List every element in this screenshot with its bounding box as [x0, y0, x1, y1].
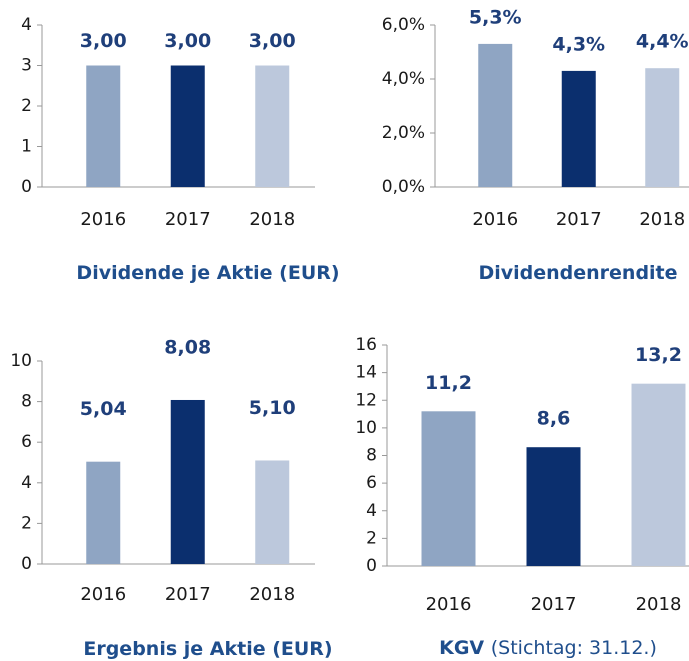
bar — [478, 43, 513, 188]
x-tick-label: 2017 — [531, 594, 577, 615]
x-tick-label: 2016 — [426, 594, 472, 615]
y-tick-label: 4 — [21, 15, 32, 35]
value-label: 3,00 — [80, 30, 127, 52]
value-label: 5,10 — [249, 397, 296, 419]
bar — [421, 411, 476, 566]
value-label: 3,00 — [164, 30, 211, 52]
y-tick-label: 1 — [21, 137, 32, 157]
value-label: 4,4% — [636, 31, 689, 53]
y-tick-label: 12 — [355, 390, 377, 410]
x-tick-label: 2018 — [249, 209, 295, 230]
bar — [170, 399, 205, 564]
y-tick-label: 4 — [21, 473, 32, 493]
value-label: 13,2 — [635, 344, 682, 366]
bar — [631, 383, 686, 566]
y-tick-label: 14 — [355, 363, 377, 383]
value-label: 4,3% — [552, 33, 605, 55]
bar — [170, 65, 205, 187]
x-tick-label: 2018 — [636, 594, 682, 615]
y-tick-label: 3 — [21, 56, 32, 76]
x-tick-label: 2016 — [472, 209, 518, 230]
value-label: 5,3% — [469, 6, 522, 28]
bar — [645, 68, 680, 187]
value-label: 8,6 — [537, 408, 571, 430]
x-tick-label: 2016 — [80, 584, 126, 605]
chart-title: Dividende je Aktie (EUR) — [76, 262, 339, 284]
y-tick-label: 0 — [366, 556, 377, 576]
bar — [561, 70, 596, 187]
y-tick-label: 0,0% — [382, 177, 425, 197]
title-main: KGV — [439, 637, 484, 659]
y-tick-label: 0 — [21, 554, 32, 574]
x-tick-label: 2017 — [165, 584, 211, 605]
y-tick-label: 2 — [366, 528, 377, 548]
bar — [86, 461, 121, 564]
y-tick-label: 4,0% — [382, 69, 425, 89]
chart-title: Dividendenrendite — [478, 262, 677, 284]
y-tick-label: 10 — [10, 351, 32, 371]
value-label: 5,04 — [80, 398, 127, 420]
y-tick-label: 6 — [366, 473, 377, 493]
y-tick-label: 6 — [21, 432, 32, 452]
x-tick-label: 2017 — [556, 209, 602, 230]
x-tick-label: 2017 — [165, 209, 211, 230]
y-tick-label: 10 — [355, 418, 377, 438]
title-main: Dividende je Aktie (EUR) — [76, 262, 339, 284]
value-label: 3,00 — [249, 30, 296, 52]
y-tick-label: 0 — [21, 177, 32, 197]
bar — [526, 447, 581, 566]
chart-title: KGV (Stichtag: 31.12.) — [439, 637, 657, 659]
y-tick-label: 16 — [355, 335, 377, 355]
bar — [86, 65, 121, 187]
bar — [255, 65, 290, 187]
title-sub: (Stichtag: 31.12.) — [491, 637, 657, 659]
bar — [255, 460, 290, 564]
chart-title: Ergebnis je Aktie (EUR) — [83, 638, 332, 660]
y-tick-label: 2 — [21, 513, 32, 533]
value-label: 11,2 — [425, 372, 472, 394]
title-main: Dividendenrendite — [478, 262, 677, 284]
title-main: Ergebnis je Aktie (EUR) — [83, 638, 332, 660]
y-tick-label: 6,0% — [382, 15, 425, 35]
x-tick-label: 2016 — [80, 209, 126, 230]
y-tick-label: 2,0% — [382, 123, 425, 143]
x-tick-label: 2018 — [639, 209, 685, 230]
y-tick-label: 8 — [366, 446, 377, 466]
x-tick-label: 2018 — [249, 584, 295, 605]
y-tick-label: 2 — [21, 96, 32, 116]
y-tick-label: 4 — [366, 501, 377, 521]
value-label: 8,08 — [164, 336, 211, 358]
y-tick-label: 8 — [21, 392, 32, 412]
